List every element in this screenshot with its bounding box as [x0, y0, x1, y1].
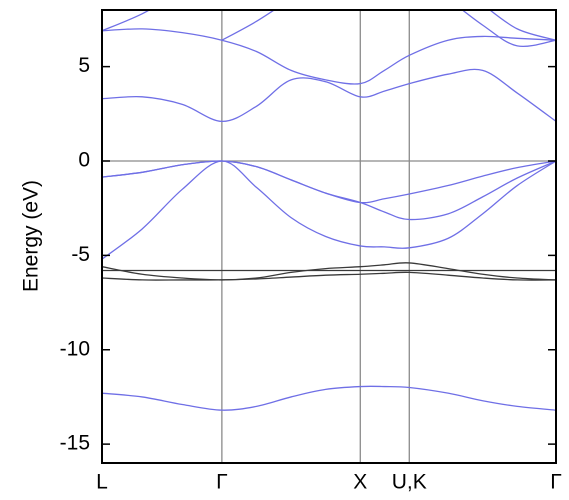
band-line: [221, 10, 276, 41]
y-axis-label: Energy (eV): [20, 180, 43, 292]
band-line: [102, 271, 556, 281]
x-tick-label: Γ: [216, 471, 228, 494]
band-line: [102, 160, 556, 204]
band-line: [102, 262, 556, 281]
grid: [101, 10, 557, 463]
band-line: [102, 385, 556, 411]
plot-area: [102, 10, 556, 411]
y-tick-label: -15: [60, 432, 90, 455]
y-tick-label: -5: [71, 243, 90, 266]
y-tick-label: 0: [78, 149, 90, 172]
band-line: [102, 68, 556, 123]
band-line: [102, 28, 556, 85]
band-line: [102, 160, 556, 260]
x-tick-label: X: [353, 471, 367, 494]
ticks: -15 -10 -5 0 5 L Γ X U,K Γ: [60, 54, 562, 493]
x-tick-label: U,K: [392, 471, 427, 494]
plot-frame: [101, 9, 557, 464]
y-tick-label: 5: [78, 54, 90, 77]
x-tick-label: Γ: [550, 471, 562, 494]
band-line: [102, 160, 556, 221]
y-tick-label: -10: [60, 337, 90, 360]
band-line: [102, 10, 151, 32]
x-tick-label: L: [96, 471, 108, 494]
